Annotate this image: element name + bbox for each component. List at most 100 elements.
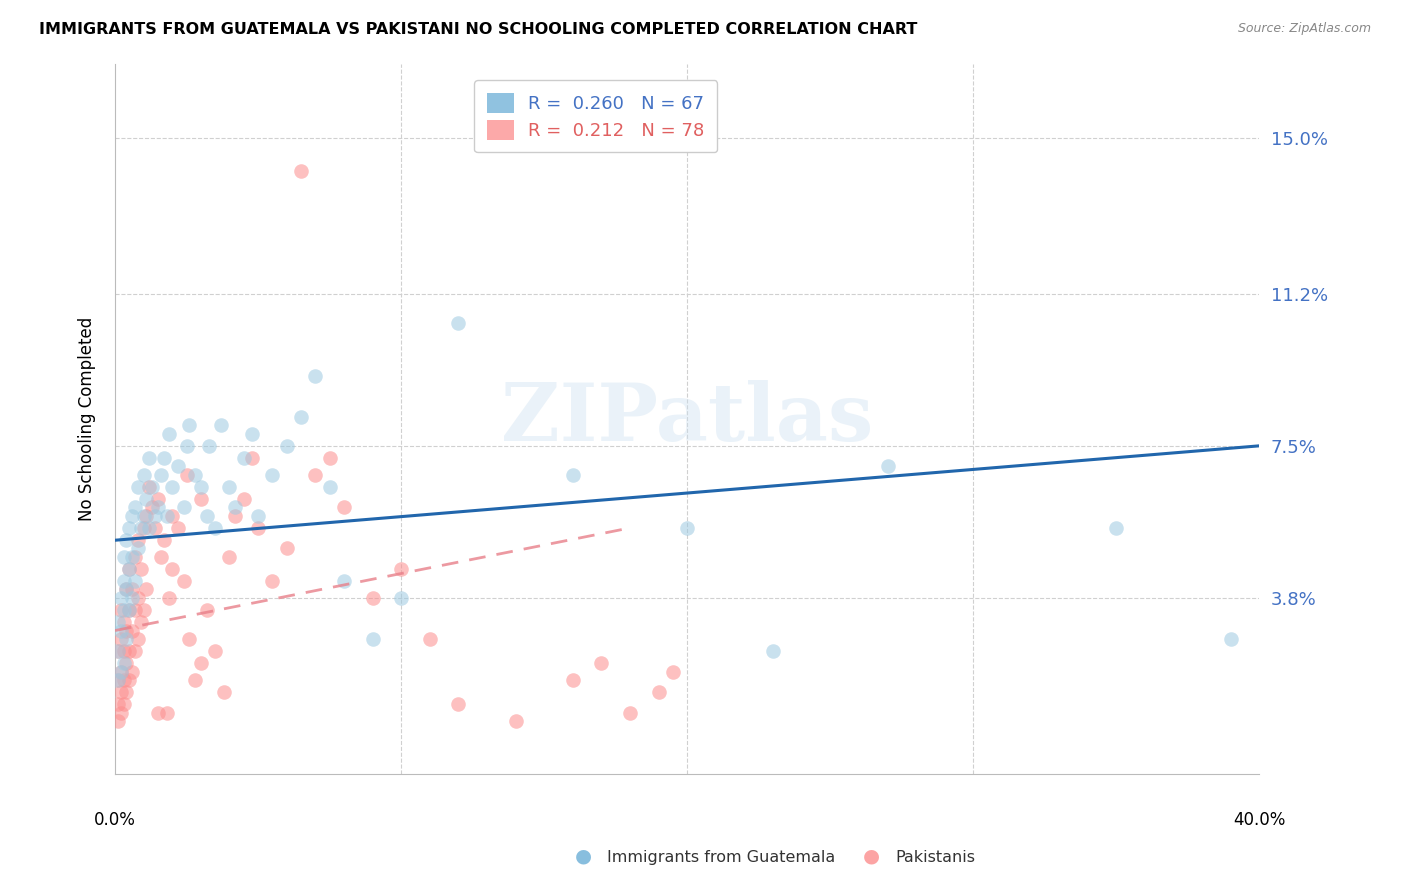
Point — [107, 698, 129, 712]
Point — [190, 657, 212, 671]
Point — [127, 632, 149, 646]
Point — [152, 533, 174, 548]
Point — [107, 673, 129, 687]
Point — [1105, 521, 1128, 535]
Point — [155, 508, 177, 523]
Point — [198, 439, 221, 453]
Point — [247, 521, 270, 535]
Point — [146, 492, 169, 507]
Point — [127, 480, 149, 494]
Point — [173, 574, 195, 589]
Point — [124, 644, 146, 658]
Point — [361, 591, 384, 605]
Point — [112, 644, 135, 658]
Point — [304, 369, 326, 384]
Point — [505, 714, 527, 728]
Point — [262, 574, 284, 589]
Point — [110, 685, 132, 699]
Point — [127, 533, 149, 548]
Point — [232, 492, 254, 507]
Point — [157, 426, 180, 441]
Point — [110, 665, 132, 679]
Point — [138, 451, 160, 466]
Point — [112, 603, 135, 617]
Point — [361, 632, 384, 646]
Point — [112, 574, 135, 589]
Point — [389, 591, 412, 605]
Point — [184, 467, 207, 482]
Text: Immigrants from Guatemala: Immigrants from Guatemala — [607, 850, 835, 865]
Point — [124, 603, 146, 617]
Point — [107, 644, 129, 658]
Point — [762, 644, 785, 658]
Point — [561, 673, 583, 687]
Point — [561, 467, 583, 482]
Point — [132, 603, 155, 617]
Point — [224, 500, 246, 515]
Point — [118, 562, 141, 576]
Point — [676, 521, 699, 535]
Legend: R =  0.260   N = 67, R =  0.212   N = 78: R = 0.260 N = 67, R = 0.212 N = 78 — [474, 80, 717, 153]
Point — [118, 644, 141, 658]
Point — [127, 591, 149, 605]
Point — [162, 562, 184, 576]
Point — [195, 508, 218, 523]
Point — [121, 624, 143, 638]
Point — [447, 698, 470, 712]
Point — [129, 562, 152, 576]
Text: Pakistanis: Pakistanis — [896, 850, 976, 865]
Point — [218, 549, 240, 564]
Point — [141, 500, 163, 515]
Point — [167, 459, 190, 474]
Point — [290, 163, 312, 178]
Point — [112, 673, 135, 687]
Point — [127, 541, 149, 556]
Point — [162, 508, 184, 523]
Point — [149, 467, 172, 482]
Point — [146, 500, 169, 515]
Point — [209, 418, 232, 433]
Point — [173, 500, 195, 515]
Point — [647, 685, 669, 699]
Point — [419, 632, 441, 646]
Point — [110, 632, 132, 646]
Point — [135, 582, 157, 597]
Point — [115, 582, 138, 597]
Point — [152, 451, 174, 466]
Point — [107, 673, 129, 687]
Point — [115, 632, 138, 646]
Point — [115, 624, 138, 638]
Point — [190, 480, 212, 494]
Point — [146, 706, 169, 720]
Text: IMMIGRANTS FROM GUATEMALA VS PAKISTANI NO SCHOOLING COMPLETED CORRELATION CHART: IMMIGRANTS FROM GUATEMALA VS PAKISTANI N… — [39, 22, 918, 37]
Point — [112, 549, 135, 564]
Point — [141, 480, 163, 494]
Point — [876, 459, 898, 474]
Point — [121, 582, 143, 597]
Point — [107, 714, 129, 728]
Point — [115, 657, 138, 671]
Point — [304, 467, 326, 482]
Point — [190, 492, 212, 507]
Point — [138, 521, 160, 535]
Point — [129, 521, 152, 535]
Y-axis label: No Schooling Completed: No Schooling Completed — [79, 317, 96, 521]
Point — [184, 673, 207, 687]
Point — [143, 521, 166, 535]
Point — [118, 603, 141, 617]
Point — [176, 439, 198, 453]
Point — [124, 549, 146, 564]
Point — [591, 657, 613, 671]
Point — [619, 706, 641, 720]
Point — [447, 316, 470, 330]
Point — [157, 591, 180, 605]
Point — [121, 549, 143, 564]
Point — [118, 603, 141, 617]
Point — [129, 615, 152, 630]
Point — [162, 480, 184, 494]
Point — [107, 615, 129, 630]
Point — [204, 644, 226, 658]
Point — [121, 665, 143, 679]
Text: 0.0%: 0.0% — [94, 811, 136, 830]
Point — [115, 533, 138, 548]
